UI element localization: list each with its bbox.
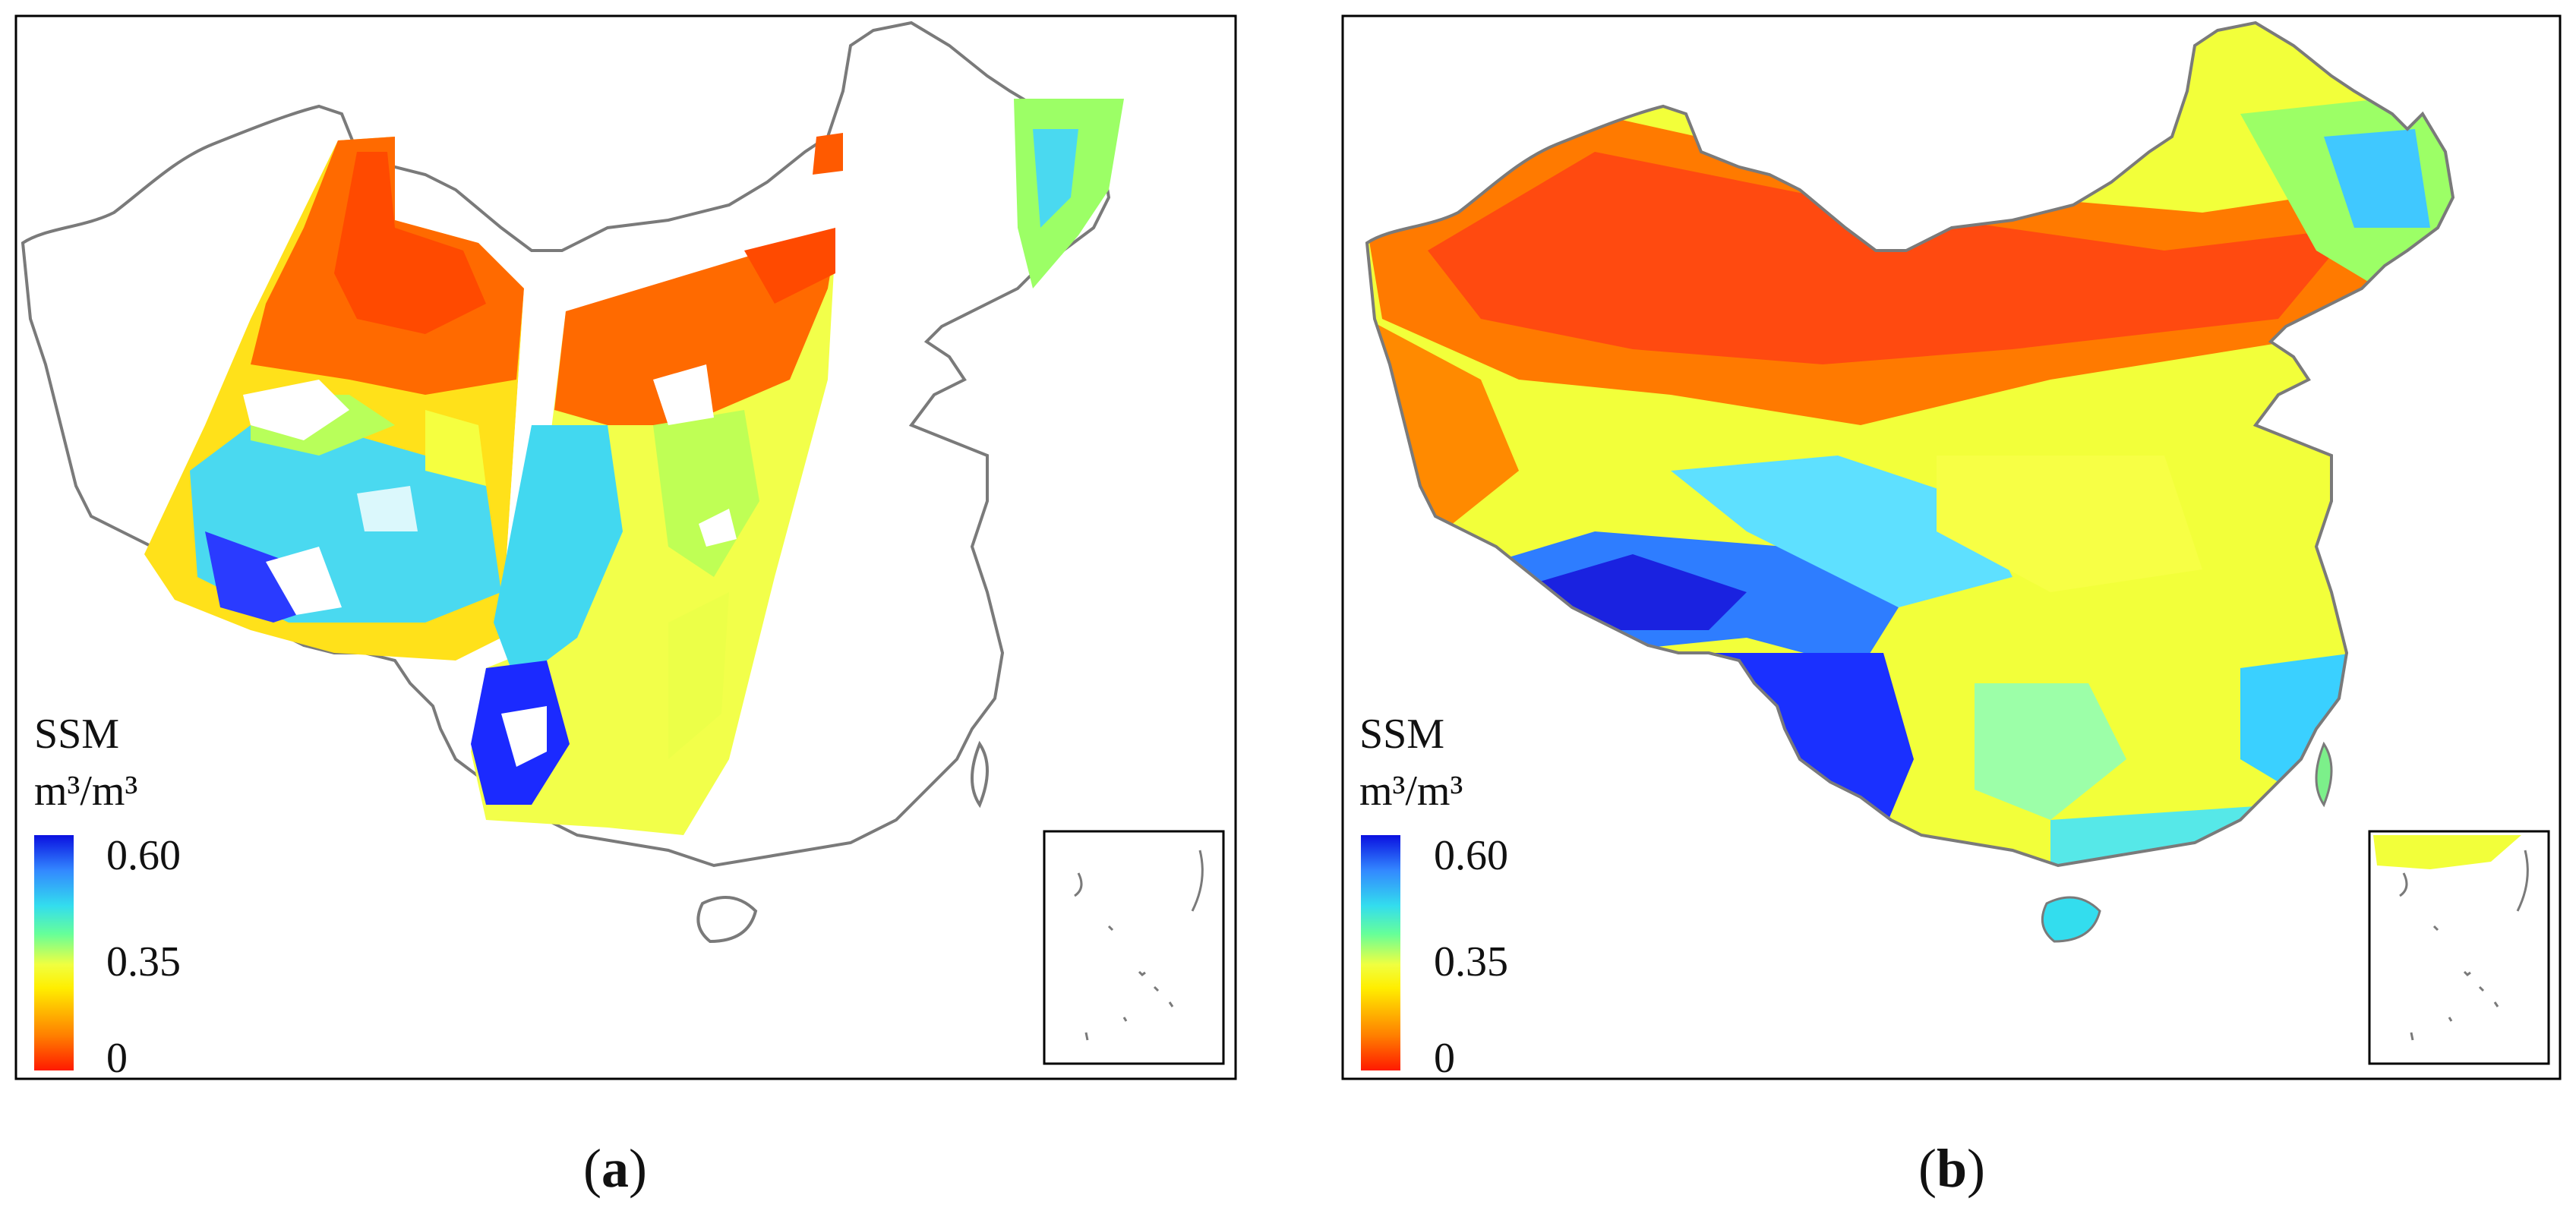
panel-a-tick-mid: 0.35 xyxy=(106,938,181,985)
panel-a-colorbar xyxy=(34,835,74,1070)
panel-a-inset-frame xyxy=(1043,830,1225,1065)
panel-a-swath-northeast xyxy=(1014,99,1124,288)
panel-a-tick-max: 0.60 xyxy=(106,832,181,879)
panel-a-caption-close: ) xyxy=(629,1138,647,1199)
panel-b-legend-title: SSM xyxy=(1359,711,1444,758)
panel-a-caption-letter: a xyxy=(601,1138,629,1199)
panel-b-tick-max: 0.60 xyxy=(1434,832,1508,879)
panel-b-caption-open: ( xyxy=(1918,1138,1937,1199)
panel-a-legend-title: SSM xyxy=(34,711,119,758)
panel-b-inset-islands xyxy=(2399,850,2529,1041)
panel-b-inset-frame xyxy=(2368,830,2550,1065)
panel-a-inset-islands xyxy=(1074,850,1204,1041)
panel-b-inset-coast xyxy=(2373,835,2521,869)
panel-b-caption-close: ) xyxy=(1967,1138,1985,1199)
panel-a-tick-min: 0 xyxy=(106,1035,128,1082)
panel-a-caption-open: ( xyxy=(583,1138,601,1199)
panel-b-tick-min: 0 xyxy=(1434,1035,1455,1082)
panel-a-caption: (a) xyxy=(524,1137,706,1200)
panel-b-caption: (b) xyxy=(1861,1137,2043,1200)
panel-b-caption-letter: b xyxy=(1936,1138,1968,1199)
panel-a: SSM m³/m³ 0.60 0.35 0 xyxy=(14,14,1237,1082)
panel-a-swath-west xyxy=(144,137,524,661)
panel-a-legend-unit: m³/m³ xyxy=(34,768,137,815)
panel-a-swath-gap xyxy=(471,288,562,698)
panel-b-legend: SSM m³/m³ 0.60 0.35 0 xyxy=(1359,711,1508,1082)
panel-b: SSM m³/m³ 0.60 0.35 0 xyxy=(1341,14,2562,1082)
panel-a-hainan xyxy=(696,896,758,944)
panel-b-hainan xyxy=(2041,896,2101,943)
panel-b-tick-mid: 0.35 xyxy=(1434,938,1508,985)
panel-a-blob-ne xyxy=(813,133,843,175)
panel-b-legend-unit: m³/m³ xyxy=(1359,768,1463,815)
panel-a-legend: SSM m³/m³ 0.60 0.35 0 xyxy=(34,711,181,1082)
panel-a-taiwan xyxy=(971,740,989,809)
panel-b-taiwan xyxy=(2315,741,2333,808)
panel-a-swath-east xyxy=(471,228,835,835)
panel-b-colorbar xyxy=(1361,835,1400,1070)
